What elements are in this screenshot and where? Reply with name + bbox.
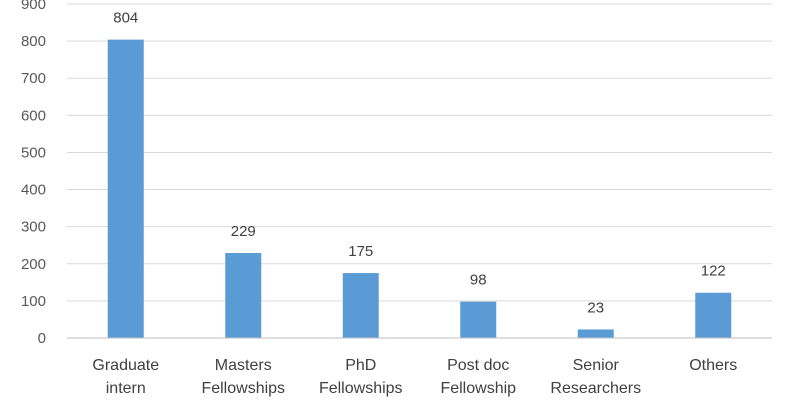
category-labels: Graduate intern Masters Fellowships PhD Fello… — [92, 357, 737, 397]
bar-1 — [225, 253, 262, 338]
category-label-2-1: Fellowships — [319, 380, 403, 397]
bar-2 — [342, 273, 379, 338]
category-label-2-0: PhD — [345, 357, 376, 374]
y-tick-label: 300 — [21, 219, 46, 236]
category-label-3-0: Post doc — [447, 357, 509, 374]
bar-0 — [107, 39, 144, 338]
y-tick-label: 800 — [21, 33, 46, 50]
y-tick-label: 200 — [21, 256, 46, 273]
data-label-1: 229 — [231, 223, 256, 240]
bar-3 — [460, 301, 497, 338]
y-tick-label: 700 — [21, 70, 46, 87]
data-label-4: 23 — [587, 299, 604, 316]
bar-4 — [577, 329, 614, 338]
category-label-5-0: Others — [689, 357, 737, 374]
data-label-2: 175 — [348, 243, 373, 260]
data-label-5: 122 — [701, 263, 726, 280]
y-tick-label: 0 — [38, 330, 46, 347]
y-tick-label: 500 — [21, 144, 46, 161]
gridlines — [67, 3, 772, 302]
data-label-0: 804 — [113, 10, 138, 27]
category-label-4-1: Researchers — [550, 380, 641, 397]
category-label-3-1: Fellowship — [440, 380, 516, 397]
bar-5 — [695, 292, 732, 338]
category-label-0-0: Graduate — [92, 357, 159, 374]
bars — [107, 39, 732, 338]
category-label-0-1: intern — [106, 380, 146, 397]
y-tick-label: 900 — [21, 0, 46, 13]
category-label-4-0: Senior — [573, 357, 620, 374]
category-label-1-0: Masters — [215, 357, 272, 374]
category-label-1-1: Fellowships — [201, 380, 285, 397]
data-labels: 804 229 175 98 23 122 — [113, 10, 726, 317]
y-tick-label: 100 — [21, 293, 46, 310]
data-label-3: 98 — [470, 272, 487, 289]
y-axis-ticks: 0 100 200 300 400 500 600 700 800 900 — [21, 0, 46, 347]
y-tick-label: 400 — [21, 182, 46, 199]
y-tick-label: 600 — [21, 107, 46, 124]
